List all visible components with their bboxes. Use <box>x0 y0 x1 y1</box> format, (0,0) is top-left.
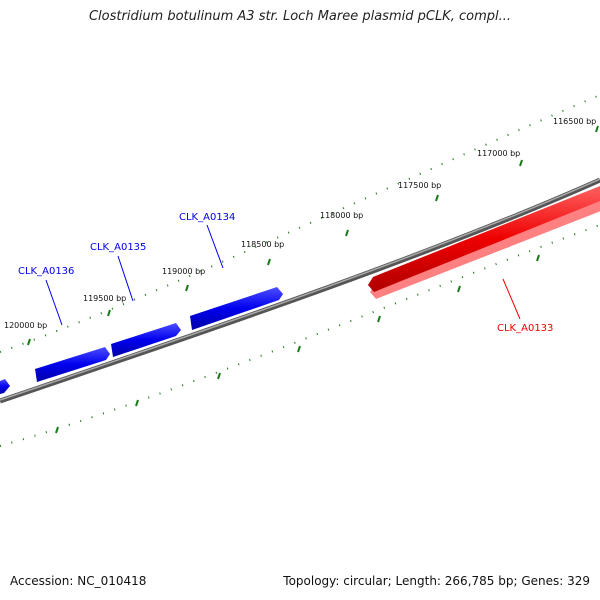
topology-stats-text: Topology: circular; Length: 266,785 bp; … <box>283 574 590 588</box>
gene-arrow[interactable] <box>35 347 110 382</box>
gene-arrow[interactable] <box>111 323 181 357</box>
tick-label: 118000 bp <box>320 211 363 220</box>
tick-major <box>536 254 540 262</box>
tick-major <box>595 125 599 133</box>
label-leader-line <box>45 279 63 326</box>
tick-label: 116500 bp <box>553 117 596 126</box>
backbone-highlight <box>0 178 600 401</box>
tick-label: 119000 bp <box>162 267 205 276</box>
accession-text: Accession: NC_010418 <box>10 574 147 588</box>
inner-tick-track <box>0 224 600 447</box>
gene-partial[interactable] <box>0 379 10 394</box>
gene-arrow[interactable] <box>190 287 283 330</box>
label-leader-line <box>206 224 224 269</box>
gene-arrow[interactable] <box>0 379 10 394</box>
gene-label: CLK_A0134 <box>179 212 235 223</box>
tick-label: 120000 bp <box>4 321 47 330</box>
gene-clk-a0134[interactable] <box>190 287 283 330</box>
tick-major <box>135 399 139 407</box>
backbone-line <box>0 177 600 404</box>
gene-label: CLK_A0136 <box>18 266 74 277</box>
tick-major <box>345 229 349 237</box>
inner-tick-marks <box>0 224 600 447</box>
tick-major <box>217 372 221 380</box>
gene-clk-a0133[interactable] <box>368 186 600 299</box>
tick-label: 119500 bp <box>83 294 126 303</box>
label-leader-line <box>117 255 134 302</box>
tick-major <box>185 284 189 292</box>
tick-label: 118500 bp <box>241 240 284 249</box>
gene-label: CLK_A0135 <box>90 242 146 253</box>
gene-arrow[interactable] <box>368 186 600 292</box>
tick-major <box>55 426 59 434</box>
tick-label: 117500 bp <box>398 181 441 190</box>
tick-label: 117000 bp <box>477 149 520 158</box>
gene-clk-a0135[interactable] <box>111 323 181 357</box>
gene-label: CLK_A0133 <box>497 323 553 334</box>
gene-clk-a0136[interactable] <box>35 347 110 382</box>
outer-tick-track <box>0 94 600 353</box>
label-leader-line <box>502 278 521 320</box>
tick-major <box>107 309 111 317</box>
tick-major <box>519 159 523 167</box>
tick-major <box>297 345 301 353</box>
tick-major <box>457 285 461 293</box>
tick-major <box>27 338 31 346</box>
tick-major <box>435 194 439 202</box>
tick-major <box>267 258 271 266</box>
tick-major <box>377 315 381 323</box>
map-title: Clostridium botulinum A3 str. Loch Maree… <box>88 9 511 24</box>
